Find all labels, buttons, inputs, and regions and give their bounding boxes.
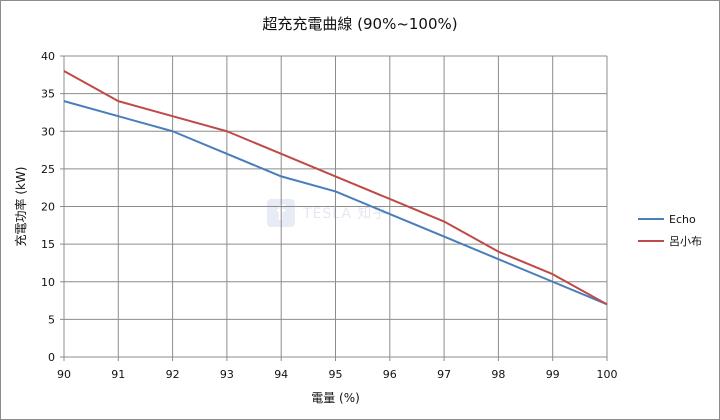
y-tick-label: 20: [41, 201, 55, 214]
x-tick-label: 90: [57, 368, 71, 381]
y-tick-label: 25: [41, 163, 55, 176]
legend-label: Echo: [669, 213, 696, 226]
x-tick-label: 93: [220, 368, 234, 381]
series-lines: [63, 70, 608, 306]
y-axis-label: 充電功率 (kW): [13, 167, 28, 247]
y-tick-label: 35: [41, 88, 55, 101]
series-line-1: [63, 100, 608, 306]
y-tick-label: 5: [48, 313, 55, 326]
x-tick-label: 100: [597, 368, 618, 381]
gridlines: [64, 55, 608, 357]
y-tick-label: 40: [41, 50, 55, 63]
y-tick-label: 30: [41, 125, 55, 138]
x-tick-label: 94: [274, 368, 288, 381]
tick-labels: 0 5 10 15 20 25 30 35 40 90 91 92 93 94 95 96 97 98 99 100: [41, 50, 618, 381]
series-line-2: [63, 70, 608, 306]
x-tick-label: 98: [491, 368, 505, 381]
x-tick-label: 97: [437, 368, 451, 381]
x-tick-label: 96: [383, 368, 397, 381]
y-tick-label: 10: [41, 276, 55, 289]
x-tick-label: 91: [111, 368, 125, 381]
x-tick-label: 99: [546, 368, 560, 381]
legend-label: 呂小布: [669, 235, 702, 248]
x-tick-label: 92: [166, 368, 180, 381]
x-axis-label: 電量 (%): [311, 391, 360, 405]
y-tick-label: 15: [41, 238, 55, 251]
watermark-text: TESLA 知乎: [303, 206, 388, 222]
chart-title: 超充充電曲線 (90%~100%): [262, 15, 458, 33]
y-tick-label: 0: [48, 351, 55, 364]
x-tick-label: 95: [329, 368, 343, 381]
legend: Echo 呂小布: [638, 213, 702, 248]
axes: [60, 55, 608, 361]
